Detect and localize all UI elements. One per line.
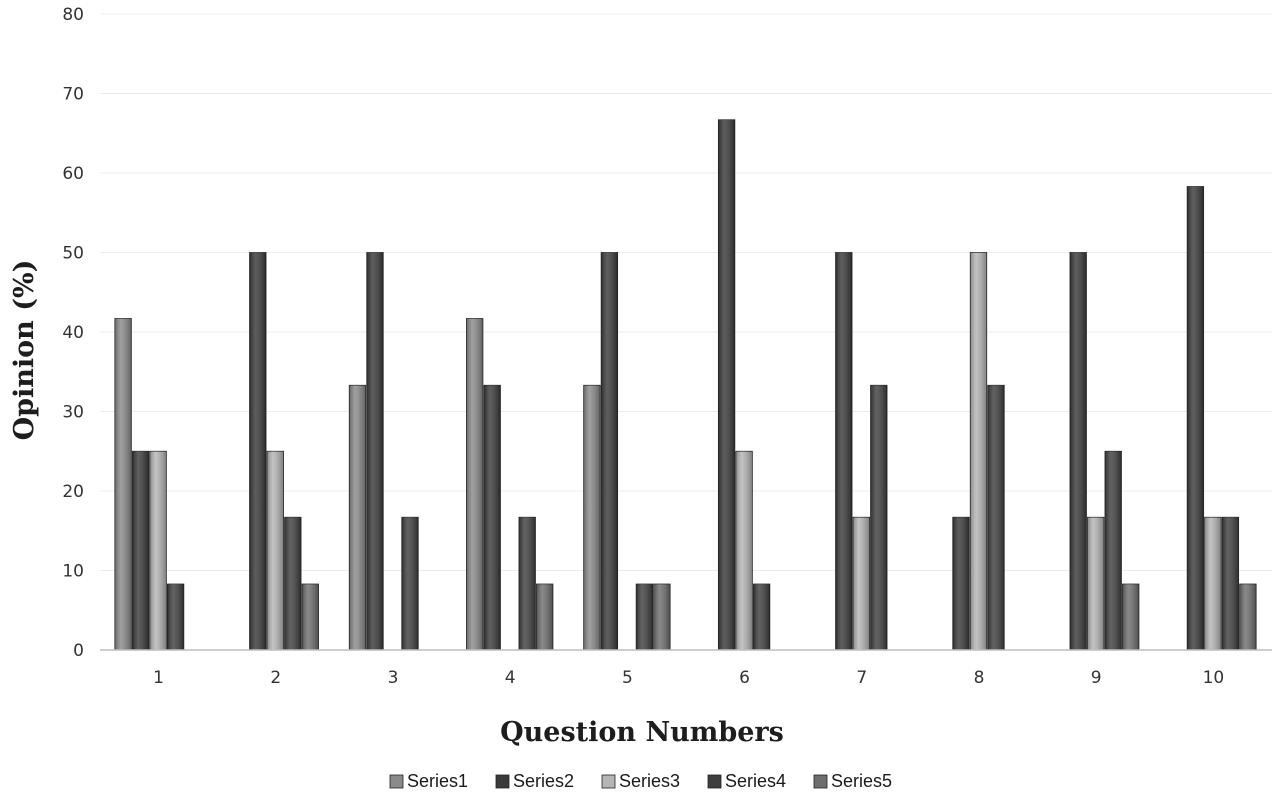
bar-shading <box>583 385 601 650</box>
x-tick-label: 4 <box>505 668 516 688</box>
x-tick-label: 8 <box>974 668 985 688</box>
y-tick-label: 10 <box>62 562 84 582</box>
legend-swatch-series1 <box>389 774 404 789</box>
bar-shading <box>718 119 735 651</box>
legend-swatch-series4 <box>707 774 722 789</box>
bar-shading <box>601 252 618 650</box>
legend-label-series1: Series1 <box>407 771 468 791</box>
bar-shading <box>1204 517 1222 650</box>
x-tick-label: 6 <box>739 668 750 688</box>
bar-shading <box>466 318 483 650</box>
bar-shading <box>349 385 366 650</box>
bar-shading <box>653 584 671 650</box>
y-tick-label: 50 <box>62 244 84 264</box>
bar-shading <box>114 318 132 650</box>
bar-shading <box>366 252 384 650</box>
legend-label-series4: Series4 <box>725 771 786 791</box>
x-tick-label: 3 <box>388 668 399 688</box>
bar-shading <box>1222 517 1239 650</box>
bar-shading <box>1069 252 1087 650</box>
bars <box>114 119 1257 651</box>
y-tick-label: 40 <box>62 323 84 343</box>
bar-shading <box>1087 517 1104 650</box>
bar-shading <box>853 517 870 650</box>
bar-shading <box>483 385 501 650</box>
bar-shading <box>987 385 1005 650</box>
axes: 0 10 20 30 40 50 60 70 80 1 2 3 4 5 6 7 8 9 10 <box>62 5 1272 688</box>
x-tick-label: 10 <box>1203 668 1225 688</box>
legend-label-series2: Series2 <box>513 771 574 791</box>
bar-shading <box>302 584 319 650</box>
y-tick-label: 20 <box>62 482 84 502</box>
y-tick-label: 80 <box>62 5 84 25</box>
bar-shading <box>952 517 970 650</box>
legend-label-series3: Series3 <box>619 771 680 791</box>
legend-swatch-series3 <box>601 774 616 789</box>
x-tick-label: 5 <box>622 668 633 688</box>
x-tick-label: 2 <box>270 668 281 688</box>
bar-shading <box>835 252 853 650</box>
legend: Series1 Series2 Series3 Series4 Series5 <box>389 771 892 791</box>
legend-label-series5: Series5 <box>831 771 892 791</box>
x-axis-title: Question Numbers <box>500 717 784 748</box>
bar-shading <box>518 517 536 650</box>
bar-shading <box>1239 584 1257 650</box>
x-tick-label: 7 <box>856 668 867 688</box>
bar-shading <box>536 584 553 650</box>
y-axis-title: Opinion (%) <box>9 260 40 441</box>
bar-shading <box>636 584 653 650</box>
bar-shading <box>284 517 302 650</box>
bar-shading <box>1187 186 1204 650</box>
bar-shading <box>1104 451 1122 650</box>
gridlines <box>100 13 1272 571</box>
x-tick-label: 1 <box>153 668 164 688</box>
bar-shading <box>149 451 167 650</box>
bar-shading <box>132 451 149 650</box>
bar-shading <box>870 385 888 650</box>
x-tick-label: 9 <box>1091 668 1102 688</box>
legend-swatch-series5 <box>813 774 828 789</box>
y-tick-label: 0 <box>73 641 84 661</box>
y-tick-label: 30 <box>62 403 84 423</box>
bar-shading <box>249 252 267 650</box>
legend-swatch-series2 <box>495 774 510 789</box>
y-tick-label: 60 <box>62 164 84 184</box>
bar-shading <box>1122 584 1139 650</box>
bar-shading <box>167 584 184 650</box>
bar-shading <box>735 451 753 650</box>
bar-shading <box>267 451 284 650</box>
y-tick-label: 70 <box>62 85 84 105</box>
bar-shading <box>970 252 987 650</box>
bar-shading <box>753 584 770 650</box>
bar-shading <box>401 517 419 650</box>
